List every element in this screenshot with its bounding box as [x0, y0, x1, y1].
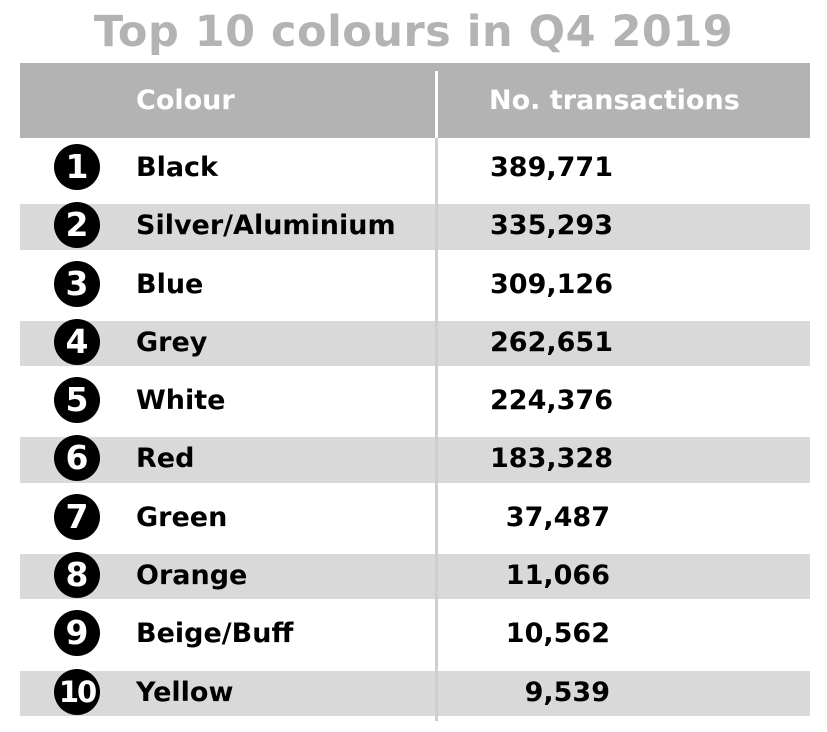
rank-badge: 6 [54, 435, 100, 482]
colour-name: Orange [136, 560, 248, 592]
colour-name: Yellow [136, 676, 234, 708]
transaction-count: 309,126 [490, 268, 613, 300]
rank-badge: 2 [54, 202, 100, 249]
table-row: 9 Beige/Buff 10,562 [20, 604, 810, 663]
colour-name: Grey [136, 326, 208, 358]
row-divider [435, 312, 438, 372]
row-divider [435, 196, 438, 255]
table-row: 4 Grey 262,651 [20, 312, 810, 372]
rank-badge: 5 [54, 377, 100, 424]
transaction-count: 9,539 [524, 676, 610, 708]
row-band [20, 204, 810, 250]
table-row: 7 Green 37,487 [20, 487, 810, 547]
colour-name: Red [136, 443, 195, 475]
rank-badge: 4 [54, 318, 100, 365]
row-band [20, 554, 810, 600]
rank-badge: 1 [54, 144, 100, 190]
table-row: 2 Silver/Aluminium 335,293 [20, 196, 810, 255]
transaction-count: 11,066 [505, 560, 610, 592]
colour-name: Silver/Aluminium [136, 210, 396, 242]
colour-name: White [136, 385, 226, 417]
transaction-count: 224,376 [490, 385, 613, 417]
row-divider [435, 662, 438, 721]
table-row: 6 Red 183,328 [20, 429, 810, 488]
table-row: 5 White 224,376 [20, 371, 810, 430]
row-divider [435, 138, 438, 197]
table-header: Colour No. transactions [20, 63, 810, 138]
transaction-count: 10,562 [505, 618, 610, 650]
table-body: 1 Black 389,771 2 Silver/Aluminium 335,2… [20, 138, 810, 721]
row-band [20, 320, 810, 367]
transaction-count: 389,771 [490, 152, 613, 183]
transaction-count: 37,487 [505, 501, 610, 533]
colour-name: Blue [136, 268, 204, 300]
table-row: 8 Orange 11,066 [20, 546, 810, 605]
colours-table: Colour No. transactions 1 Black 389,771 … [20, 63, 810, 721]
row-divider [435, 604, 438, 663]
rank-badge: 3 [54, 260, 100, 307]
rank-badge: 10 [54, 668, 100, 715]
table-row: 10 Yellow 9,539 [20, 662, 810, 721]
transaction-count: 183,328 [490, 443, 613, 475]
rank-badge: 9 [54, 610, 100, 657]
row-band [20, 437, 810, 483]
colour-name: Beige/Buff [136, 618, 294, 650]
transaction-count: 262,651 [490, 326, 613, 358]
row-divider [435, 254, 438, 313]
row-divider [435, 546, 438, 605]
chart-title: Top 10 colours in Q4 2019 [93, 7, 734, 57]
rank-badge: 8 [54, 552, 100, 599]
header-divider [435, 71, 438, 138]
row-divider [435, 487, 438, 547]
table-row: 1 Black 389,771 [20, 138, 810, 197]
transaction-count: 335,293 [490, 210, 613, 242]
colour-name: Black [136, 152, 219, 183]
table-row: 3 Blue 309,126 [20, 254, 810, 313]
column-header-transactions: No. transactions [489, 85, 740, 116]
rank-badge: 7 [54, 493, 100, 540]
column-header-colour: Colour [136, 85, 235, 116]
row-divider [435, 429, 438, 488]
row-divider [435, 371, 438, 430]
row-band [20, 670, 810, 716]
colour-name: Green [136, 501, 228, 533]
